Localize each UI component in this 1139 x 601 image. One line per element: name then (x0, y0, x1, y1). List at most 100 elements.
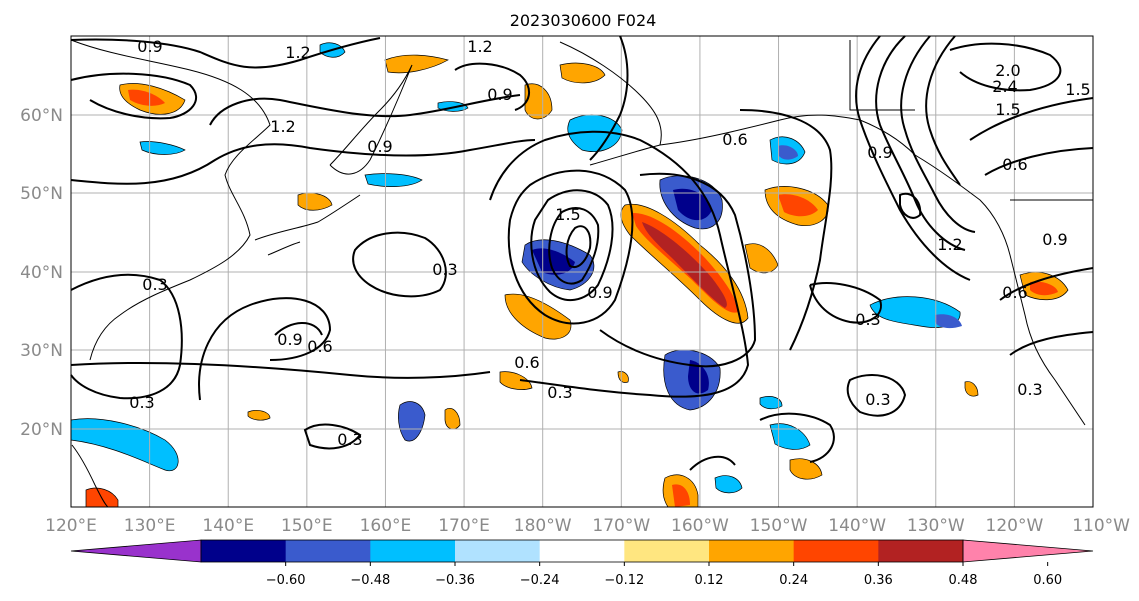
contour-line (900, 35, 976, 233)
contour-labels: 0.9 1.2 1.2 1.2 0.9 0.9 1.5 0.3 0.9 0.6 … (129, 37, 1090, 449)
contour-label: 0.3 (855, 310, 880, 329)
contour-line (70, 273, 183, 400)
shade-negative (778, 145, 798, 160)
colorbar-swatch (793, 540, 879, 562)
colorbar-tick-label: 0.48 (949, 573, 978, 588)
shade-negative (714, 475, 743, 494)
colorbar-tick-label: −0.36 (435, 573, 475, 588)
contour-line (949, 42, 1062, 92)
contour-label: 0.9 (367, 137, 392, 156)
colorbar-swatch (709, 540, 795, 562)
contour-line (925, 35, 961, 186)
shade-positive (247, 410, 271, 421)
shade-negative (935, 314, 962, 329)
shade-positive (964, 381, 979, 397)
contour-line (984, 147, 1094, 176)
contour-label: 1.5 (555, 205, 580, 224)
contour-line (846, 374, 907, 417)
longitude-label: 150°W (750, 516, 808, 536)
map-frame (70, 35, 1094, 508)
contour-line (209, 94, 521, 126)
colorbar: −0.60 −0.48 −0.36 −0.24 −0.12 0.12 0.24 0.36 0.4… (70, 539, 1094, 588)
contour-label: 0.6 (722, 130, 747, 149)
contour-label: 1.2 (467, 37, 492, 56)
longitude-label: 140°W (828, 516, 886, 536)
contours (70, 35, 1094, 471)
coastline-kamchatka (329, 64, 413, 175)
colorbar-tick-label: −0.48 (350, 573, 390, 588)
contour-line (70, 139, 536, 185)
shade-negative (673, 188, 712, 221)
contour-label: 0.3 (1017, 380, 1042, 399)
longitude-label: 120°E (45, 516, 97, 536)
contour-label: 0.3 (865, 390, 890, 409)
contour-label: 0.9 (137, 37, 162, 56)
colorbar-extend-max (962, 539, 1094, 563)
shade-positive (128, 89, 165, 106)
longitude-label: 150°E (281, 516, 333, 536)
longitude-label: 170°W (592, 516, 650, 536)
shade-negative (769, 423, 811, 450)
contour-line (548, 207, 600, 285)
contour-line (689, 455, 736, 471)
colorbar-swatch (285, 540, 371, 562)
shade-negative (398, 401, 426, 442)
shade-positive (789, 458, 823, 480)
contour-line (352, 231, 447, 298)
colorbar-swatch (201, 540, 287, 562)
coastlines (70, 39, 1093, 508)
shade-positive (1030, 281, 1058, 296)
coastline-alaska (559, 41, 916, 166)
longitude-label: 130°E (124, 516, 176, 536)
contour-label: 0.3 (547, 383, 572, 402)
contour-label: 0.6 (1002, 155, 1027, 174)
longitude-label: 110°W (1072, 516, 1130, 536)
contour-line (999, 267, 1094, 301)
colorbar-tick-label: 0.60 (1033, 573, 1062, 588)
shade-negative (70, 418, 179, 472)
shade-negative (688, 360, 709, 394)
shade-positive (499, 371, 533, 390)
latitude-label: 60°N (20, 106, 63, 126)
contour-label: 0.9 (1042, 230, 1067, 249)
contour-label: 2.0 (995, 61, 1020, 80)
contour-label: 0.6 (307, 337, 332, 356)
contour-label: 0.3 (337, 430, 362, 449)
contour-line (739, 109, 833, 351)
contour-line (274, 322, 323, 336)
contour-label: 0.9 (587, 283, 612, 302)
latitude-label: 40°N (20, 263, 63, 283)
coastline-philippines (71, 444, 109, 508)
contour-label: 0.6 (514, 353, 539, 372)
contour-label: 0.9 (487, 85, 512, 104)
longitude-labels: 120°E 130°E 140°E 150°E 160°E 170°E 180°W 170°W… (45, 516, 1130, 536)
shade-positive (504, 293, 572, 340)
colorbar-extend-min (70, 539, 202, 563)
longitude-label: 130°W (907, 516, 965, 536)
contour-label: 1.2 (937, 235, 962, 254)
contour-label: 0.9 (867, 143, 892, 162)
contour-line (589, 35, 629, 161)
contour-label: 1.2 (270, 117, 295, 136)
coastline-asia (70, 39, 271, 361)
contour-line (507, 169, 634, 325)
contour-line (969, 97, 1094, 141)
map-title: 2023030600 F024 (510, 11, 657, 30)
coastline-japan (254, 194, 361, 256)
colorbar-swatch (539, 540, 625, 562)
contour-line (809, 282, 882, 324)
contour-line (599, 172, 757, 368)
contour-line (875, 35, 966, 251)
shade-positive (559, 62, 606, 84)
contour-line (899, 192, 922, 219)
contour-line (759, 412, 835, 463)
colorbar-swatch (878, 540, 964, 562)
coastline-north-america (914, 154, 1086, 426)
latitude-label: 20°N (20, 420, 63, 440)
shade-negative (364, 173, 423, 187)
contour-label: 1.5 (1065, 80, 1090, 99)
contour-line (565, 225, 592, 268)
contour-label: 0.9 (277, 330, 302, 349)
shade-positive (617, 371, 629, 383)
